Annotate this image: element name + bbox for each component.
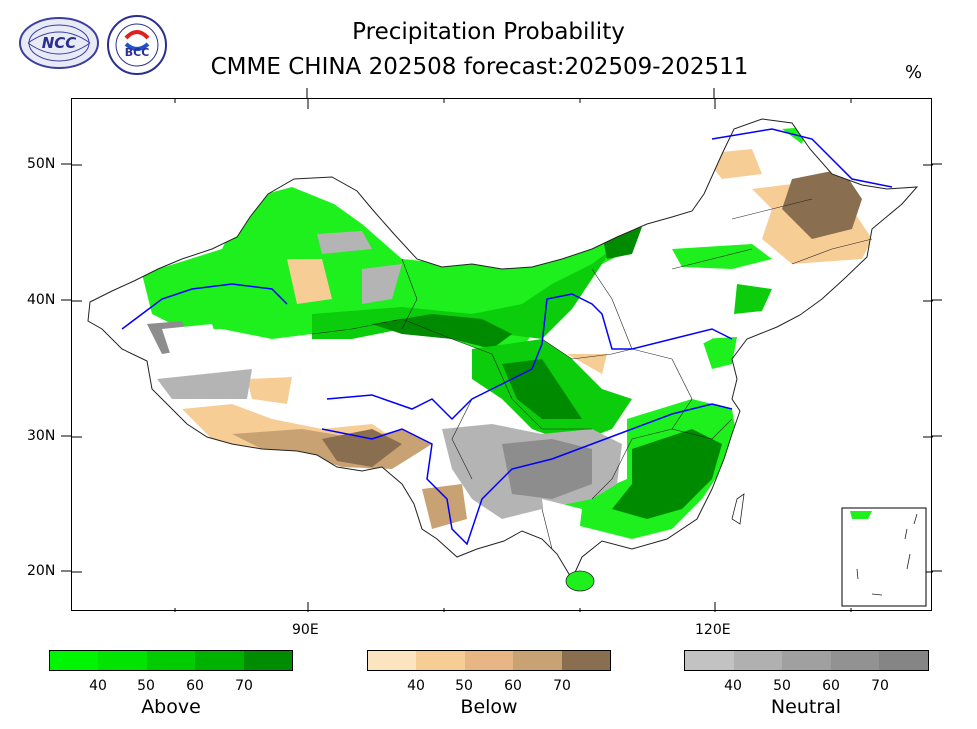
above-region-north-mid	[312, 249, 612, 339]
ncc-logo-text: NCC	[42, 34, 77, 52]
colorbar-below-seg	[561, 651, 611, 670]
lon-label-90e: 90E	[292, 622, 319, 638]
colorbar-above-seg	[50, 651, 99, 670]
colorbar-neutral-seg	[830, 651, 880, 670]
chart-title: Precipitation Probability	[352, 19, 625, 45]
colorbar-neutral-tick: 40	[724, 678, 742, 694]
colorbar-below-tick: 70	[553, 678, 571, 694]
map-panel	[71, 98, 933, 612]
colorbar-above-tick: 40	[89, 678, 107, 694]
lat-label-40n: 40N	[27, 292, 56, 308]
colorbar-below-seg	[464, 651, 514, 670]
colorbar-above-seg	[98, 651, 147, 670]
hainan-island	[565, 570, 595, 592]
below-region-tibet-dark	[322, 429, 402, 467]
probability-shading	[142, 127, 872, 539]
colorbar-above-tick: 50	[137, 678, 155, 694]
heilongjiang-river	[711, 128, 893, 188]
colorbar-below	[367, 650, 611, 671]
colorbar-below-tick: 60	[504, 678, 522, 694]
colorbar-neutral-seg	[782, 651, 831, 670]
colorbar-above	[49, 650, 293, 671]
below-region-heilongjiang	[702, 149, 762, 179]
colorbar-below-seg	[416, 651, 465, 670]
lat-label-20n: 20N	[27, 563, 56, 579]
colorbar-above-seg	[243, 651, 293, 670]
below-region-yunnan	[422, 484, 467, 529]
lat-label-50n: 50N	[27, 156, 56, 172]
colorbar-above-tick: 70	[235, 678, 253, 694]
province-borders	[311, 198, 873, 550]
yellow-river	[326, 293, 733, 421]
bcc-logo-text: BCC	[125, 46, 150, 59]
colorbar-above-seg	[146, 651, 196, 670]
lon-label-120e: 120E	[695, 622, 731, 638]
chart-subtitle: CMME CHINA 202508 forecast:202509-202511	[210, 54, 749, 80]
colorbar-neutral-label: Neutral	[770, 696, 842, 718]
south-china-sea-inset	[841, 507, 927, 607]
colorbar-below-seg	[368, 651, 417, 670]
below-region-northeast-dark	[782, 169, 862, 239]
neutral-region-dzungaria	[212, 204, 247, 227]
china-map	[72, 99, 933, 612]
above-region-southeast-dark	[612, 429, 722, 519]
colorbar-neutral-seg	[879, 651, 928, 670]
neutral-region-kunlun	[157, 369, 252, 399]
lat-label-30n: 30N	[27, 428, 56, 444]
below-region-xinjiang	[287, 259, 332, 304]
above-region-shandong	[702, 337, 737, 369]
no-signal-areas	[162, 269, 722, 549]
colorbar-neutral-tick: 50	[773, 678, 791, 694]
colorbar-above-tick: 60	[186, 678, 204, 694]
colorbar-neutral-tick: 70	[871, 678, 889, 694]
colorbar-below-tick: 50	[455, 678, 473, 694]
above-region-hexi	[372, 314, 512, 349]
taiwan-island	[731, 493, 745, 525]
yangtze-river	[321, 403, 733, 546]
neutral-region-inner-mongolia	[667, 167, 712, 194]
colorbar-below-tick: 40	[407, 678, 425, 694]
colorbar-above-seg	[195, 651, 244, 670]
ncc-logo: NCC	[18, 16, 100, 74]
unit-label: %	[905, 62, 923, 83]
neutral-region-north-xinjiang	[317, 231, 372, 254]
colorbar-below-label: Below	[460, 696, 518, 718]
below-region-qinghai	[247, 377, 292, 404]
axis-ticks	[72, 99, 933, 612]
colorbar-above-label: Above	[141, 696, 201, 718]
below-region-henan	[567, 354, 607, 374]
bcc-logo: BCC	[106, 14, 168, 80]
colorbar-neutral-seg	[733, 651, 783, 670]
colorbar-neutral-tick: 60	[822, 678, 840, 694]
colorbar-below-seg	[513, 651, 562, 670]
tarim-river	[121, 283, 288, 330]
above-region-liaoning	[734, 284, 772, 314]
colorbar-neutral	[684, 650, 929, 671]
colorbar-neutral-seg	[685, 651, 734, 670]
neutral-region-southwest-dark	[502, 439, 592, 499]
neutral-region-gansu	[362, 264, 402, 304]
rivers	[121, 128, 893, 546]
